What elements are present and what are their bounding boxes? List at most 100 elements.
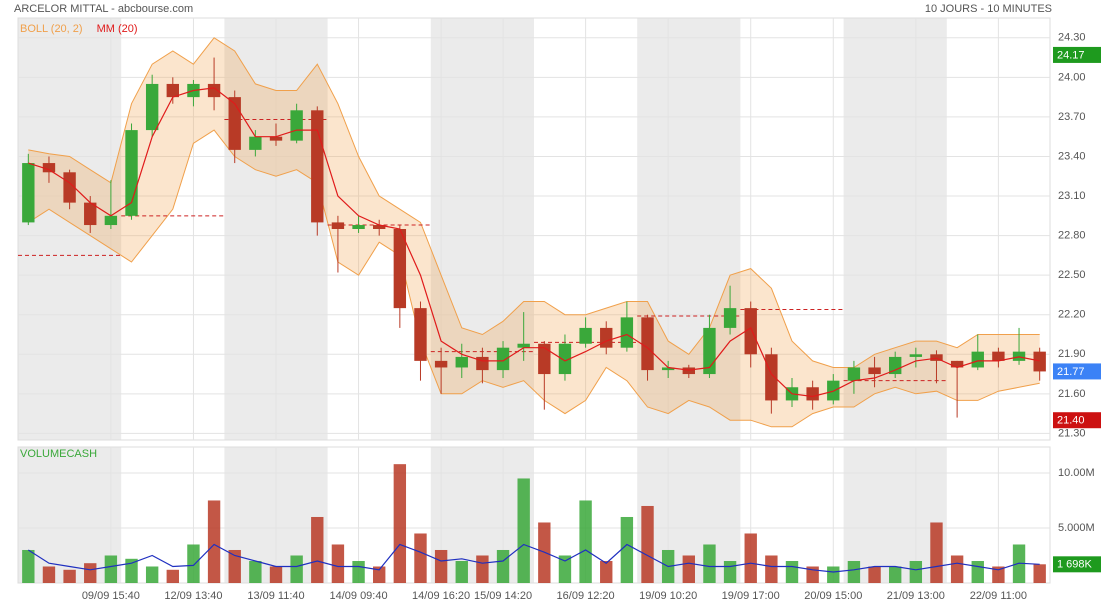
candle-body [992,351,1005,361]
legend-entry: MM (20) [97,23,138,35]
volume-bar [455,560,468,583]
volume-bar [42,566,56,583]
candle-body [104,215,118,226]
candle-body [311,110,324,223]
candle-body [620,317,634,348]
x-tick-label: 19/09 17:00 [722,590,780,602]
y-tick-label: 22.80 [1058,230,1086,242]
bollinger-upper [28,37,1040,368]
y-tick-label: 21.60 [1058,388,1086,400]
volume-bar [187,544,200,583]
candle-body [290,110,303,141]
candle-body [703,327,716,375]
volume-bar [868,566,881,583]
candle-body [847,367,861,381]
volume-bar [104,555,118,583]
candle-body [393,229,407,309]
volume-bar [558,555,572,583]
candle-body [352,225,365,229]
y-tick-label: 21.90 [1058,348,1086,360]
candle-body [207,83,221,98]
volume-bar [393,464,407,583]
volume-bar [166,569,179,583]
volume-bar [827,566,840,583]
y-tick-label: 21.30 [1058,427,1086,439]
candle-body [909,354,923,357]
candle-body [765,354,778,401]
volume-bar [476,555,489,583]
volume-bar [228,549,241,583]
x-tick-label: 14/09 16:20 [412,590,470,602]
candle-body [558,343,572,375]
price-marker [1053,46,1101,63]
candle-body [682,367,695,375]
volume-bar [84,563,97,583]
x-tick-label: 14/09 09:40 [329,590,387,602]
volume-bar [496,549,510,583]
volume-bar [269,566,283,583]
volume-bar [703,544,716,583]
legend-entry: BOLL (20, 2) [20,23,83,35]
y-tick-label: 23.10 [1058,190,1086,202]
candle-body [434,360,448,368]
candle-body [517,343,530,348]
volume-bar [311,516,324,583]
volume-bar [207,500,221,583]
page-title: ARCELOR MITTAL - abcbourse.com [14,3,193,15]
y-tick-label: 24.00 [1058,71,1086,83]
candle-body [63,172,76,203]
y-tick-label: 22.20 [1058,309,1086,321]
candle-body [228,97,241,150]
moving-average [28,87,1040,398]
candle-body [971,351,984,368]
volume-bar [950,555,964,583]
y-tick-label: 10.00M [1058,467,1095,479]
volume-bar [249,560,262,583]
bollinger-lower [28,129,1040,428]
candle-body [723,308,737,328]
price-marker-label: 1 698K [1057,559,1093,571]
y-tick-label: 5.000M [1058,522,1095,534]
volume-bar [434,549,448,583]
candle-body [744,308,757,355]
volume-bar [909,560,923,583]
volume-bar [414,533,427,583]
volume-bar [889,566,902,583]
x-tick-label: 19/09 10:20 [639,590,697,602]
x-tick-label: 09/09 15:40 [82,590,140,602]
candle-body [249,136,262,150]
candle-body [414,308,427,361]
y-tick-label: 22.50 [1058,269,1086,281]
x-tick-label: 21/09 13:00 [887,590,945,602]
volume-panel [17,446,1051,584]
volume-bar [620,516,634,583]
candle-body [950,360,964,368]
candle-body [806,387,819,401]
volume-bar [641,505,654,583]
volume-bar [723,560,737,583]
y-tick-label: 23.70 [1058,111,1086,123]
volume-bar [290,555,303,583]
price-marker-label: 24.17 [1057,49,1085,61]
period: 10 JOURS - 10 MINUTES [925,3,1052,15]
candle-body [22,163,35,223]
volume-bar [847,560,861,583]
volume-bar [600,560,613,583]
volume-bar [373,566,386,583]
x-tick-label: 15/09 14:20 [474,590,532,602]
price-panel [17,17,1051,441]
price-marker [1053,363,1101,380]
volume-average [27,543,1040,573]
volume-bar [682,555,695,583]
x-tick-label: 16/09 12:20 [557,590,615,602]
volume-bar [785,560,799,583]
candle-body [496,347,510,371]
candle-body [889,356,902,375]
day-shade [18,18,122,440]
candle-body [1033,351,1046,372]
candle-body [538,343,551,375]
volume-bar [22,549,35,583]
volume-bar [579,500,592,583]
volume-title: VOLUMECASH [20,448,97,460]
x-tick-label: 22/09 11:00 [970,590,1027,602]
